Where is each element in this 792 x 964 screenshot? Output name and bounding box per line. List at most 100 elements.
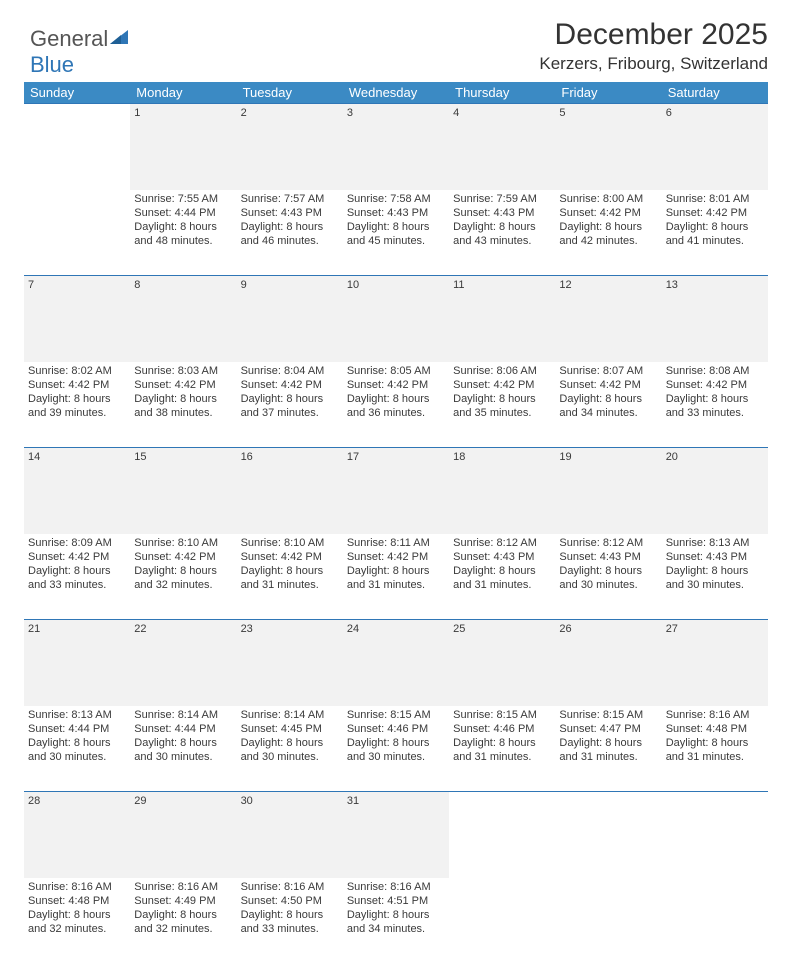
sunset-text: Sunset: 4:42 PM (241, 550, 339, 564)
daylight-text: Daylight: 8 hours and 36 minutes. (347, 392, 445, 421)
sunrise-text: Sunrise: 8:01 AM (666, 192, 764, 206)
sunrise-text: Sunrise: 8:00 AM (559, 192, 657, 206)
day-cell: Sunrise: 8:03 AMSunset: 4:42 PMDaylight:… (130, 362, 236, 448)
day-number-row: 14151617181920 (24, 448, 768, 534)
sunset-text: Sunset: 4:42 PM (241, 378, 339, 392)
sunset-text: Sunset: 4:44 PM (134, 206, 232, 220)
day-number-row: 78910111213 (24, 276, 768, 362)
day-header: Tuesday (237, 82, 343, 104)
day-cell (449, 878, 555, 964)
sunrise-text: Sunrise: 8:15 AM (453, 708, 551, 722)
daylight-text: Daylight: 8 hours and 38 minutes. (134, 392, 232, 421)
day-number-cell: 25 (449, 620, 555, 706)
day-number-cell: 4 (449, 104, 555, 190)
daylight-text: Daylight: 8 hours and 34 minutes. (559, 392, 657, 421)
day-number-cell: 13 (662, 276, 768, 362)
sunset-text: Sunset: 4:43 PM (453, 206, 551, 220)
day-number-cell: 21 (24, 620, 130, 706)
sunset-text: Sunset: 4:50 PM (241, 894, 339, 908)
day-number-row: 28293031 (24, 792, 768, 878)
day-cell: Sunrise: 8:16 AMSunset: 4:48 PMDaylight:… (662, 706, 768, 792)
sunset-text: Sunset: 4:43 PM (559, 550, 657, 564)
day-cell (555, 878, 661, 964)
sunrise-text: Sunrise: 8:07 AM (559, 364, 657, 378)
day-number-cell: 16 (237, 448, 343, 534)
day-cell: Sunrise: 8:12 AMSunset: 4:43 PMDaylight:… (449, 534, 555, 620)
day-number-cell: 14 (24, 448, 130, 534)
day-number-cell: 9 (237, 276, 343, 362)
day-number-cell: 1 (130, 104, 236, 190)
day-content-row: Sunrise: 7:55 AMSunset: 4:44 PMDaylight:… (24, 190, 768, 276)
day-number-cell: 5 (555, 104, 661, 190)
day-cell: Sunrise: 7:59 AMSunset: 4:43 PMDaylight:… (449, 190, 555, 276)
day-number-cell: 30 (237, 792, 343, 878)
daylight-text: Daylight: 8 hours and 30 minutes. (666, 564, 764, 593)
daylight-text: Daylight: 8 hours and 32 minutes. (134, 908, 232, 937)
sunset-text: Sunset: 4:48 PM (666, 722, 764, 736)
day-number-cell: 20 (662, 448, 768, 534)
sunrise-text: Sunrise: 8:13 AM (28, 708, 126, 722)
day-cell: Sunrise: 8:16 AMSunset: 4:48 PMDaylight:… (24, 878, 130, 964)
sunset-text: Sunset: 4:43 PM (666, 550, 764, 564)
day-cell: Sunrise: 8:16 AMSunset: 4:49 PMDaylight:… (130, 878, 236, 964)
sunrise-text: Sunrise: 7:57 AM (241, 192, 339, 206)
day-cell: Sunrise: 8:05 AMSunset: 4:42 PMDaylight:… (343, 362, 449, 448)
sunset-text: Sunset: 4:48 PM (28, 894, 126, 908)
day-number-cell: 26 (555, 620, 661, 706)
day-cell: Sunrise: 8:13 AMSunset: 4:44 PMDaylight:… (24, 706, 130, 792)
day-number-cell: 10 (343, 276, 449, 362)
day-header: Friday (555, 82, 661, 104)
sunrise-text: Sunrise: 8:10 AM (134, 536, 232, 550)
day-cell (24, 190, 130, 276)
daylight-text: Daylight: 8 hours and 31 minutes. (453, 564, 551, 593)
day-cell (662, 878, 768, 964)
day-cell: Sunrise: 8:02 AMSunset: 4:42 PMDaylight:… (24, 362, 130, 448)
sunrise-text: Sunrise: 8:09 AM (28, 536, 126, 550)
sunrise-text: Sunrise: 8:16 AM (134, 880, 232, 894)
day-number-cell: 29 (130, 792, 236, 878)
sunset-text: Sunset: 4:44 PM (134, 722, 232, 736)
sunset-text: Sunset: 4:47 PM (559, 722, 657, 736)
day-number-cell: 19 (555, 448, 661, 534)
sunset-text: Sunset: 4:42 PM (666, 378, 764, 392)
sunrise-text: Sunrise: 8:08 AM (666, 364, 764, 378)
brand-part1: General (30, 26, 108, 51)
sunrise-text: Sunrise: 8:15 AM (347, 708, 445, 722)
day-number-row: 21222324252627 (24, 620, 768, 706)
day-number-cell: 24 (343, 620, 449, 706)
day-cell: Sunrise: 8:06 AMSunset: 4:42 PMDaylight:… (449, 362, 555, 448)
daylight-text: Daylight: 8 hours and 39 minutes. (28, 392, 126, 421)
day-cell: Sunrise: 8:15 AMSunset: 4:47 PMDaylight:… (555, 706, 661, 792)
daylight-text: Daylight: 8 hours and 32 minutes. (28, 908, 126, 937)
sunrise-text: Sunrise: 7:59 AM (453, 192, 551, 206)
day-number-cell: 31 (343, 792, 449, 878)
sunset-text: Sunset: 4:46 PM (347, 722, 445, 736)
sunrise-text: Sunrise: 8:02 AM (28, 364, 126, 378)
sunset-text: Sunset: 4:42 PM (347, 378, 445, 392)
day-cell: Sunrise: 8:10 AMSunset: 4:42 PMDaylight:… (237, 534, 343, 620)
day-header: Saturday (662, 82, 768, 104)
day-cell: Sunrise: 8:16 AMSunset: 4:51 PMDaylight:… (343, 878, 449, 964)
daylight-text: Daylight: 8 hours and 45 minutes. (347, 220, 445, 249)
day-header: Thursday (449, 82, 555, 104)
day-cell: Sunrise: 7:55 AMSunset: 4:44 PMDaylight:… (130, 190, 236, 276)
day-content-row: Sunrise: 8:02 AMSunset: 4:42 PMDaylight:… (24, 362, 768, 448)
sunset-text: Sunset: 4:51 PM (347, 894, 445, 908)
daylight-text: Daylight: 8 hours and 41 minutes. (666, 220, 764, 249)
day-cell: Sunrise: 7:58 AMSunset: 4:43 PMDaylight:… (343, 190, 449, 276)
sunrise-text: Sunrise: 8:13 AM (666, 536, 764, 550)
calendar-body: 123456Sunrise: 7:55 AMSunset: 4:44 PMDay… (24, 104, 768, 964)
sunrise-text: Sunrise: 8:12 AM (559, 536, 657, 550)
sunrise-text: Sunrise: 8:10 AM (241, 536, 339, 550)
day-cell: Sunrise: 7:57 AMSunset: 4:43 PMDaylight:… (237, 190, 343, 276)
day-cell: Sunrise: 8:09 AMSunset: 4:42 PMDaylight:… (24, 534, 130, 620)
day-number-cell: 7 (24, 276, 130, 362)
daylight-text: Daylight: 8 hours and 31 minutes. (666, 736, 764, 765)
sunset-text: Sunset: 4:46 PM (453, 722, 551, 736)
daylight-text: Daylight: 8 hours and 30 minutes. (241, 736, 339, 765)
sunset-text: Sunset: 4:44 PM (28, 722, 126, 736)
day-number-cell: 23 (237, 620, 343, 706)
day-number-cell: 2 (237, 104, 343, 190)
day-number-cell: 27 (662, 620, 768, 706)
day-number-cell: 28 (24, 792, 130, 878)
